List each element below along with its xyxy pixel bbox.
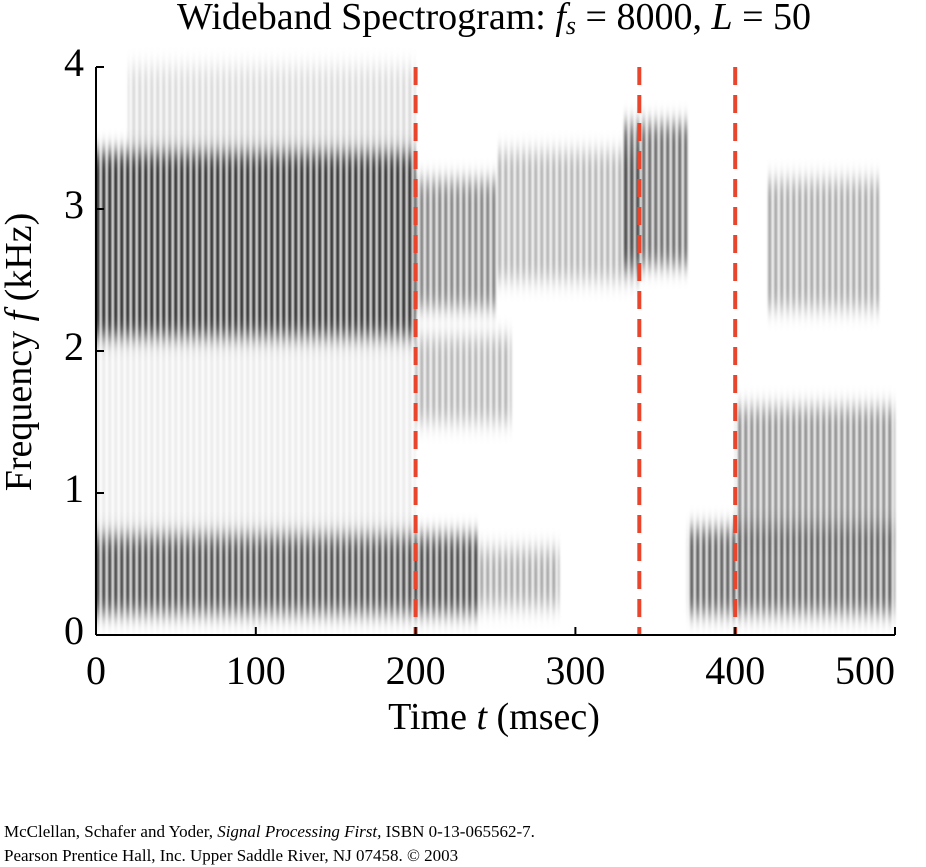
- title-part: = 50: [733, 0, 811, 38]
- footer-part: Signal Processing First,: [217, 822, 381, 841]
- footer-part: McClellan, Schafer and Yoder,: [4, 822, 217, 841]
- chart-title: Wideband Spectrogram: fs = 8000, L = 50: [177, 0, 811, 40]
- spectrogram: [96, 67, 895, 614]
- spectral-band: [479, 549, 560, 607]
- y-tick-label: 2: [64, 324, 84, 369]
- title-part: Wideband Spectrogram:: [177, 0, 555, 38]
- spectral-band: [96, 152, 416, 337]
- spectral-band: [127, 67, 416, 153]
- x-tick-label: 0: [86, 648, 106, 693]
- spectral-band: [96, 336, 416, 536]
- spectral-band: [415, 336, 512, 422]
- y-tick-label: 3: [64, 182, 84, 227]
- y-tick-label: 0: [64, 608, 84, 653]
- x-tick-label: 300: [545, 648, 605, 693]
- footer-part: ISBN 0-13-065562-7.: [381, 822, 534, 841]
- title-part: L: [710, 0, 732, 38]
- x-tick-label: 500: [835, 648, 895, 693]
- spectral-band: [767, 180, 880, 309]
- spectral-band: [415, 180, 496, 309]
- x-tick-label: 400: [705, 648, 765, 693]
- y-tick-label: 1: [64, 466, 84, 511]
- footer-line: Pearson Prentice Hall, Inc. Upper Saddle…: [4, 846, 458, 865]
- title-part: s: [566, 11, 576, 40]
- title-part: = 8000,: [576, 0, 711, 38]
- x-tick-label: 100: [226, 648, 286, 693]
- xlabel-part: (msec): [487, 696, 600, 738]
- spectral-band: [495, 152, 640, 280]
- spectral-band: [687, 528, 895, 614]
- x-tick-label: 200: [386, 648, 446, 693]
- spectral-band: [96, 535, 480, 614]
- ylabel-part: (kHz): [0, 213, 40, 311]
- x-axis-label: Time t (msec): [388, 696, 600, 738]
- xlabel-part: t: [476, 696, 488, 738]
- xlabel-part: Time: [388, 696, 476, 738]
- y-axis-label: Frequency f (kHz): [0, 213, 40, 492]
- footer-line: McClellan, Schafer and Yoder, Signal Pro…: [4, 822, 535, 841]
- spectral-band: [623, 123, 688, 266]
- ylabel-part: Frequency: [0, 321, 40, 491]
- spectral-band: [735, 407, 895, 536]
- y-tick-label: 4: [64, 40, 84, 85]
